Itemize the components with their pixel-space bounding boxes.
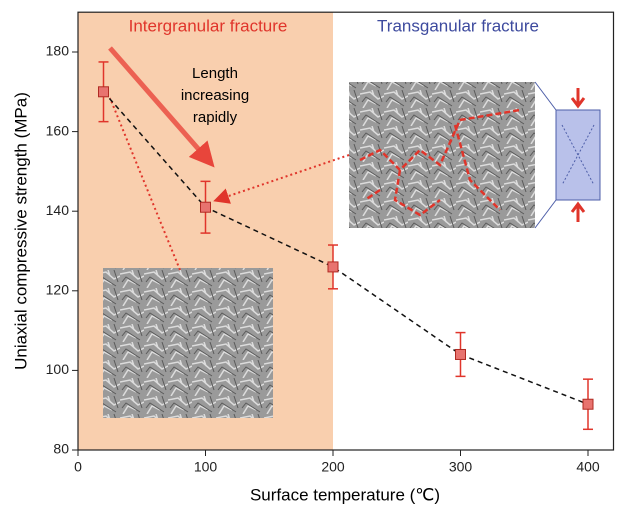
- sem-image-right: [349, 82, 535, 228]
- arrow-text: rapidly: [193, 109, 238, 126]
- y-tick-label: 100: [46, 361, 70, 377]
- chart: Intergranular fracture Transganular frac…: [0, 0, 618, 513]
- connector: [535, 82, 556, 110]
- arrow-text: increasing: [181, 87, 249, 104]
- x-tick-label: 200: [321, 459, 345, 475]
- x-axis-label: Surface temperature (℃): [250, 485, 440, 504]
- region-label: Intergranular fracture: [129, 16, 288, 35]
- connector: [535, 200, 556, 228]
- arrow-text: Length: [192, 65, 238, 82]
- x-tick-label: 100: [194, 459, 218, 475]
- x-tick-label: 400: [576, 459, 600, 475]
- sem-image-left: [103, 268, 273, 418]
- x-tick-label: 300: [449, 459, 473, 475]
- y-tick-label: 140: [46, 202, 70, 218]
- y-tick-label: 80: [53, 441, 69, 457]
- marker: [99, 87, 109, 97]
- y-tick-label: 160: [46, 122, 70, 138]
- marker: [583, 399, 593, 409]
- marker: [201, 202, 211, 212]
- y-axis-label: Uniaxial compressive strength (MPa): [11, 92, 30, 370]
- y-tick-label: 120: [46, 282, 70, 298]
- x-tick-label: 0: [74, 459, 82, 475]
- y-tick-label: 180: [46, 43, 70, 59]
- marker: [456, 349, 466, 359]
- region-label: Transganular fracture: [377, 16, 539, 35]
- marker: [328, 262, 338, 272]
